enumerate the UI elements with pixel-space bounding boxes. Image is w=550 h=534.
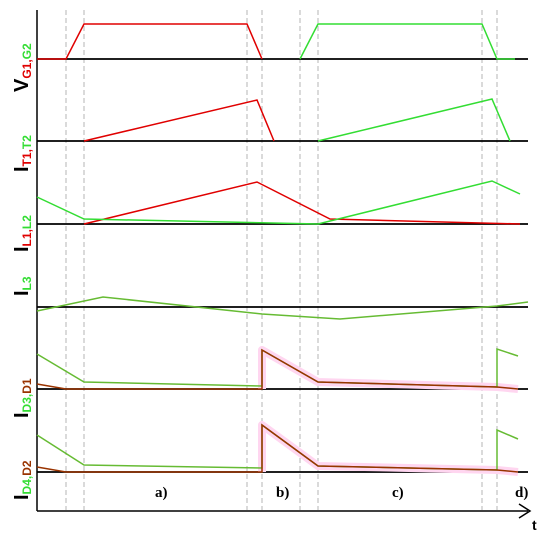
vg1-trace: [37, 23, 263, 60]
label-it: IT1,T2: [11, 135, 34, 172]
label-id3: ID3,D1: [11, 378, 34, 418]
axes: [36, 10, 532, 519]
il1-trace: [83, 181, 521, 225]
phase-b-label: b): [276, 485, 289, 501]
label-vg: VG1,G2: [11, 43, 34, 92]
phase-d-label: d): [515, 485, 528, 501]
il3-trace: [36, 296, 529, 320]
phase-guides: [65, 10, 498, 510]
time-axis-label: t: [532, 517, 537, 533]
label-il3: IL3: [11, 276, 34, 296]
label-il12: IL1,L2: [11, 215, 34, 252]
id2-trace: [36, 423, 519, 473]
it1-trace: [83, 99, 275, 142]
id1-trace: [36, 348, 519, 390]
phase-a-label: a): [155, 485, 168, 501]
vg2-trace: [299, 23, 515, 60]
time-axis-arrow: [518, 503, 532, 519]
label-id4: ID4,D2: [11, 460, 34, 500]
phase-c-label: c): [392, 485, 404, 501]
it2-trace: [317, 98, 511, 142]
il2-trace: [36, 180, 521, 225]
